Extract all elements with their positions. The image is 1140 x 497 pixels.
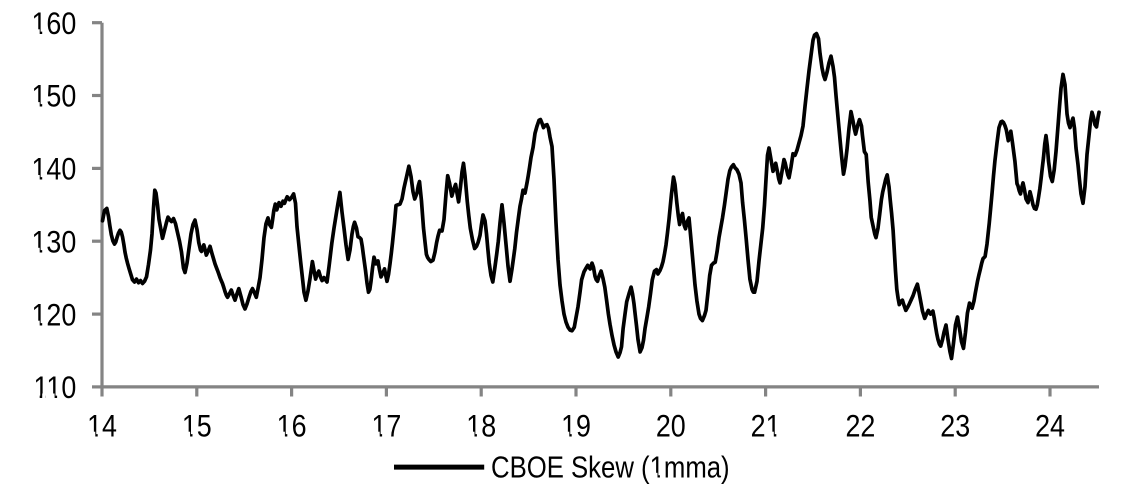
svg-text:120: 120	[31, 297, 76, 333]
svg-text:110: 110	[33, 370, 76, 406]
svg-text:140: 140	[31, 152, 76, 188]
svg-text:15: 15	[182, 408, 212, 444]
svg-text:19: 19	[561, 408, 591, 444]
svg-text:CBOE Skew (1mma): CBOE Skew (1mma)	[491, 450, 730, 485]
svg-text:17: 17	[371, 408, 401, 444]
svg-text:150: 150	[31, 79, 76, 115]
svg-text:24: 24	[1035, 408, 1065, 444]
svg-text:21: 21	[751, 408, 781, 444]
svg-text:18: 18	[466, 408, 496, 444]
svg-text:130: 130	[31, 224, 76, 260]
svg-text:160: 160	[31, 6, 76, 42]
svg-text:20: 20	[656, 408, 686, 444]
svg-text:23: 23	[940, 408, 970, 444]
svg-text:14: 14	[87, 408, 117, 444]
svg-text:16: 16	[277, 408, 307, 444]
svg-text:22: 22	[845, 408, 875, 444]
